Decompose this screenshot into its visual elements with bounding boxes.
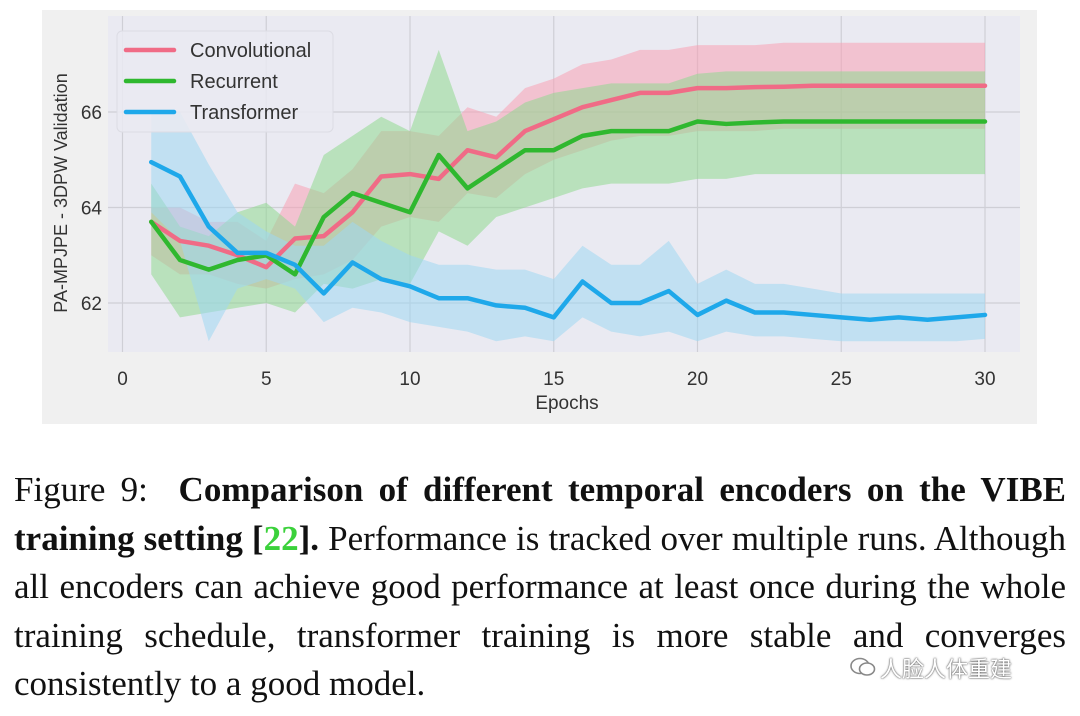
watermark: 人脸人体重建	[850, 652, 1012, 684]
y-tick-label: 64	[81, 199, 103, 220]
x-tick-label: 10	[399, 369, 420, 390]
confidence-band-transformer	[151, 112, 985, 342]
series-line-transformer	[149, 159, 988, 322]
wechat-icon	[850, 657, 876, 683]
caption-body: Performance is tracked over multiple run…	[14, 518, 1066, 704]
x-tick-label: 15	[543, 369, 564, 390]
legend-label-convolutional: Convolutional	[190, 40, 311, 62]
x-tick-label: 30	[974, 369, 995, 390]
line-chart: 0 5 10 15 20 25 30 62 64 66 Epochs PA-MPJPE - 3DPW …	[42, 10, 1037, 424]
figure-chart: 0 5 10 15 20 25 30 62 64 66 Epochs PA-MPJPE - 3DPW …	[42, 10, 1037, 424]
series-line-recurrent	[149, 119, 988, 277]
x-tick-label: 25	[831, 369, 852, 390]
citation-ref[interactable]: 22	[263, 518, 299, 558]
x-axis-label: Epochs	[535, 393, 598, 414]
legend-label-transformer: Transformer	[190, 102, 299, 124]
figure-caption: Figure 9: Comparison of different tempor…	[14, 466, 1066, 709]
series-line-convolutional	[149, 83, 988, 270]
legend-box	[116, 30, 334, 133]
watermark-text: 人脸人体重建	[880, 658, 1013, 683]
legend-label-recurrent: Recurrent	[190, 71, 278, 93]
caption-bold-text: Comparison of different temporal encoder…	[14, 470, 1067, 558]
x-tick-label: 5	[261, 369, 272, 390]
caption-prefix: Figure 9:	[14, 470, 148, 509]
x-tick-label: 0	[117, 369, 128, 390]
x-tick-label: 20	[687, 369, 708, 390]
y-tick-label: 62	[81, 294, 102, 315]
y-axis-label: PA-MPJPE - 3DPW Validation	[51, 73, 71, 312]
y-tick-label: 66	[81, 103, 102, 124]
